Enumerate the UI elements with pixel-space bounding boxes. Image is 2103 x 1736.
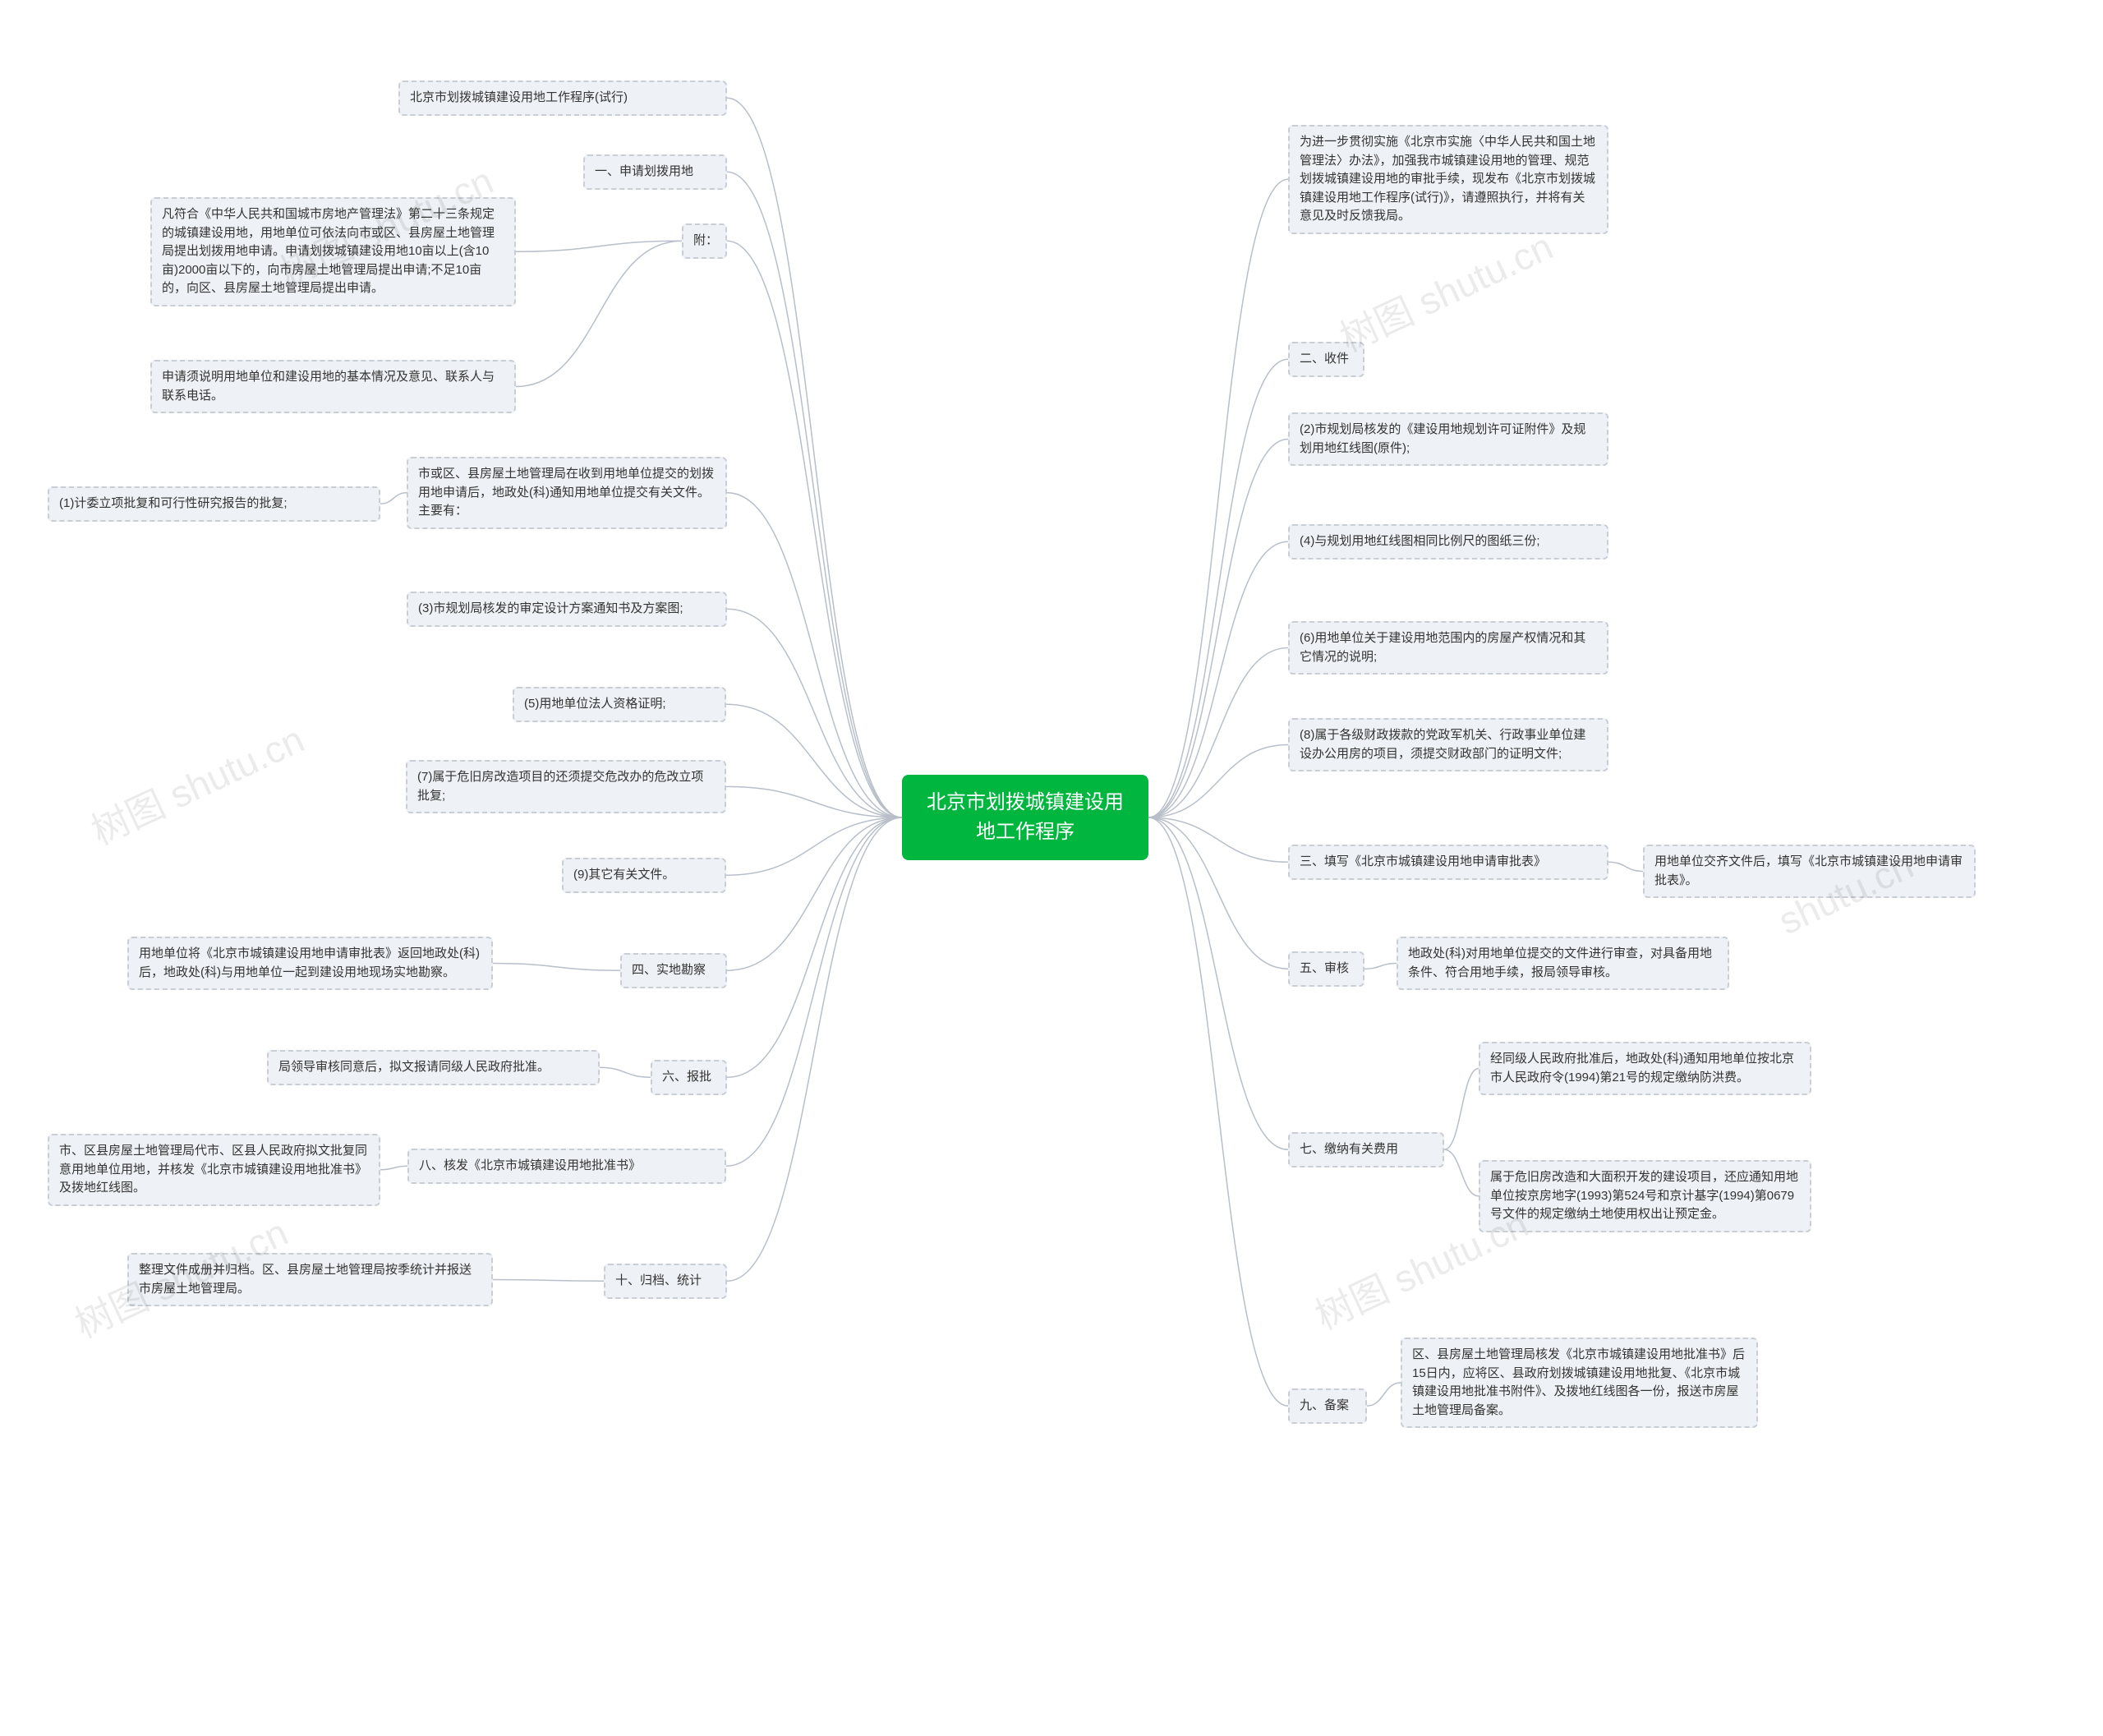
node-l_p9: (9)其它有关文件。 [562, 858, 726, 893]
node-l_ten_d: 整理文件成册并归档。区、县房屋土地管理局按季统计并报送市房屋土地管理局。 [127, 1253, 493, 1306]
node-l_eight: 八、核发《北京市城镇建设用地批准书》 [407, 1149, 726, 1184]
node-r_p4: (4)与规划用地红线图相同比例尺的图纸三份; [1288, 524, 1608, 559]
node-r_two: 二、收件 [1288, 342, 1364, 377]
node-r_five: 五、审核 [1288, 951, 1364, 987]
node-r_intro: 为进一步贯彻实施《北京市实施〈中华人民共和国土地管理法〉办法》，加强我市城镇建设… [1288, 125, 1608, 234]
node-l_eight_d: 市、区县房屋土地管理局代市、区县人民政府拟文批复同意用地单位用地，并核发《北京市… [48, 1134, 380, 1206]
node-l_title: 北京市划拨城镇建设用地工作程序(试行) [398, 81, 727, 116]
node-r_five_d: 地政处(科)对用地单位提交的文件进行审查，对具备用地条件、符合用地手续，报局领导… [1397, 937, 1729, 990]
node-r_seven: 七、缴纳有关费用 [1288, 1132, 1444, 1167]
central-title: 北京市划拨城镇建设用地工作程序 [927, 791, 1124, 843]
node-l_fu: 附： [682, 223, 727, 259]
node-l_p7: (7)属于危旧房改造项目的还须提交危改办的危改立项批复; [406, 760, 726, 813]
node-l_fu_b: 申请须说明用地单位和建设用地的基本情况及意见、联系人与联系电话。 [150, 360, 516, 413]
node-l_p1: 市或区、县房屋土地管理局在收到用地单位提交的划拨用地申请后，地政处(科)通知用地… [407, 457, 727, 529]
node-l_p1_tag: (1)计委立项批复和可行性研究报告的批复; [48, 486, 380, 522]
node-l_four_d: 用地单位将《北京市城镇建设用地申请审批表》返回地政处(科)后，地政处(科)与用地… [127, 937, 493, 990]
watermark-2: 树图 shutu.cn [81, 710, 311, 856]
node-l_p5: (5)用地单位法人资格证明; [513, 687, 726, 722]
node-l_fu_a: 凡符合《中华人民共和国城市房地产管理法》第二十三条规定的城镇建设用地，用地单位可… [150, 197, 516, 306]
watermark-1: 树图 shutu.cn [1330, 217, 1560, 363]
node-r_three_d: 用地单位交齐文件后，填写《北京市城镇建设用地申请审批表》。 [1643, 845, 1976, 898]
node-r_seven_b: 属于危旧房改造和大面积开发的建设项目，还应通知用地单位按京房地字(1993)第5… [1479, 1160, 1811, 1232]
node-r_p2: (2)市规划局核发的《建设用地规划许可证附件》及规划用地红线图(原件); [1288, 412, 1608, 466]
node-r_nine: 九、备案 [1288, 1388, 1367, 1424]
central-node: 北京市划拨城镇建设用地工作程序 [902, 775, 1148, 860]
mindmap-canvas: 北京市划拨城镇建设用地工作程序 北京市划拨城镇建设用地工作程序(试行) 一、申请划… [0, 0, 2103, 1736]
node-r_three: 三、填写《北京市城镇建设用地申请审批表》 [1288, 845, 1608, 880]
node-r_p6: (6)用地单位关于建设用地范围内的房屋产权情况和其它情况的说明; [1288, 621, 1608, 675]
node-l_p3: (3)市规划局核发的审定设计方案通知书及方案图; [407, 592, 727, 627]
node-r_nine_d: 区、县房屋土地管理局核发《北京市城镇建设用地批准书》后15日内，应将区、县政府划… [1401, 1338, 1758, 1428]
node-r_p8: (8)属于各级财政拨款的党政军机关、行政事业单位建设办公用房的项目，须提交财政部… [1288, 718, 1608, 771]
node-l_four: 四、实地勘察 [620, 953, 727, 988]
node-l_six_d: 局领导审核同意后，拟文报请同级人民政府批准。 [267, 1050, 600, 1085]
node-l_ten: 十、归档、统计 [604, 1264, 727, 1299]
node-r_seven_a: 经同级人民政府批准后，地政处(科)通知用地单位按北京市人民政府令(1994)第2… [1479, 1042, 1811, 1095]
node-l_one: 一、申请划拨用地 [583, 154, 727, 190]
node-l_six: 六、报批 [651, 1060, 727, 1095]
